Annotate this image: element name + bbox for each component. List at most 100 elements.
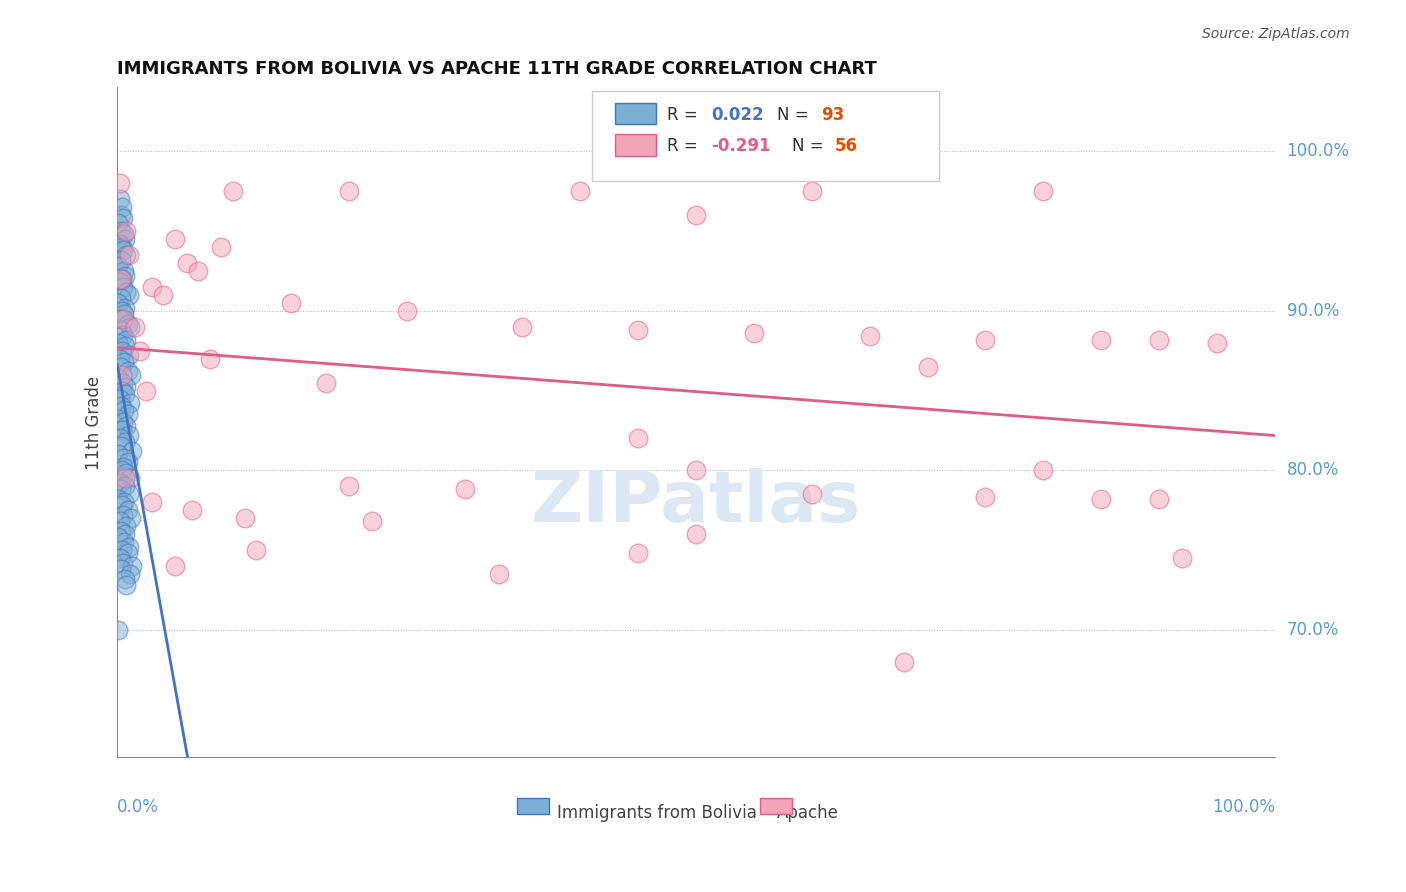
Point xyxy=(112,450,135,465)
Point xyxy=(111,311,134,326)
Point xyxy=(111,460,134,475)
Point xyxy=(187,264,209,278)
Point xyxy=(361,514,384,528)
Point xyxy=(118,248,141,262)
Point xyxy=(110,272,132,286)
Point xyxy=(111,376,134,390)
Text: 100.0%: 100.0% xyxy=(1286,143,1350,161)
Point xyxy=(111,556,134,570)
Point xyxy=(165,559,187,574)
Point xyxy=(488,566,510,581)
Point xyxy=(110,291,132,305)
Point xyxy=(108,514,131,528)
Point xyxy=(111,200,134,214)
Text: N =: N = xyxy=(778,106,814,124)
FancyBboxPatch shape xyxy=(614,103,655,124)
Point xyxy=(118,396,141,410)
Point xyxy=(1171,551,1194,566)
Point xyxy=(117,503,139,517)
Text: 0.0%: 0.0% xyxy=(117,797,159,815)
Point xyxy=(112,264,135,278)
Point xyxy=(181,503,204,517)
Point xyxy=(315,376,337,390)
Point xyxy=(245,543,267,558)
Point xyxy=(141,280,163,294)
Point xyxy=(627,431,650,445)
Point xyxy=(1206,335,1229,350)
Point xyxy=(117,408,139,422)
Point xyxy=(110,483,132,497)
Point xyxy=(453,483,475,497)
Point xyxy=(108,275,131,289)
Point xyxy=(110,224,132,238)
Point xyxy=(121,559,143,574)
Point xyxy=(129,343,152,358)
Text: IMMIGRANTS FROM BOLIVIA VS APACHE 11TH GRADE CORRELATION CHART: IMMIGRANTS FROM BOLIVIA VS APACHE 11TH G… xyxy=(117,60,877,78)
Point xyxy=(685,208,707,222)
Point xyxy=(141,495,163,509)
Point xyxy=(135,384,157,398)
Point xyxy=(685,527,707,541)
Point xyxy=(107,295,129,310)
Text: 100.0%: 100.0% xyxy=(1212,797,1275,815)
Point xyxy=(118,428,141,442)
Point xyxy=(800,184,823,198)
Point xyxy=(115,578,138,592)
Text: Source: ZipAtlas.com: Source: ZipAtlas.com xyxy=(1202,27,1350,41)
Point xyxy=(118,540,141,554)
Point xyxy=(337,184,360,198)
Text: 0.022: 0.022 xyxy=(711,106,763,124)
Point xyxy=(115,248,138,262)
Point xyxy=(111,424,134,438)
Point xyxy=(111,499,134,513)
Point xyxy=(115,519,138,533)
Point xyxy=(974,333,997,347)
Point xyxy=(120,511,142,525)
Point xyxy=(110,208,132,222)
Point xyxy=(110,439,132,453)
Point xyxy=(111,243,134,257)
Point xyxy=(742,326,765,340)
Point xyxy=(110,252,132,267)
Point xyxy=(111,384,134,398)
Point xyxy=(111,327,134,342)
Point xyxy=(107,216,129,230)
Point xyxy=(112,355,135,369)
Point xyxy=(107,335,129,350)
Point xyxy=(107,491,129,506)
Text: Apache: Apache xyxy=(778,805,839,822)
Point xyxy=(112,307,135,321)
Point xyxy=(108,236,131,251)
Point xyxy=(222,184,245,198)
Text: 70.0%: 70.0% xyxy=(1286,621,1339,639)
Text: 56: 56 xyxy=(835,137,858,155)
Point xyxy=(112,227,135,242)
Point xyxy=(108,311,131,326)
Point xyxy=(198,351,221,366)
Point xyxy=(124,319,146,334)
Point xyxy=(111,343,134,358)
Point xyxy=(1032,184,1054,198)
Point xyxy=(120,368,142,382)
Point xyxy=(108,351,131,366)
Point xyxy=(118,288,141,302)
Point xyxy=(111,543,134,558)
Point xyxy=(107,371,129,385)
Point xyxy=(685,463,707,477)
Point xyxy=(115,467,138,481)
Point xyxy=(118,319,141,334)
Point xyxy=(859,329,882,343)
Point xyxy=(110,524,132,538)
Point xyxy=(114,268,136,283)
Point xyxy=(165,232,187,246)
Point xyxy=(108,476,131,491)
Point xyxy=(112,535,135,549)
Point xyxy=(107,259,129,273)
Point xyxy=(114,479,136,493)
FancyBboxPatch shape xyxy=(614,135,655,156)
Point xyxy=(337,479,360,493)
FancyBboxPatch shape xyxy=(592,91,939,181)
Point xyxy=(111,463,134,477)
Point xyxy=(1090,491,1112,506)
Point xyxy=(108,176,131,190)
